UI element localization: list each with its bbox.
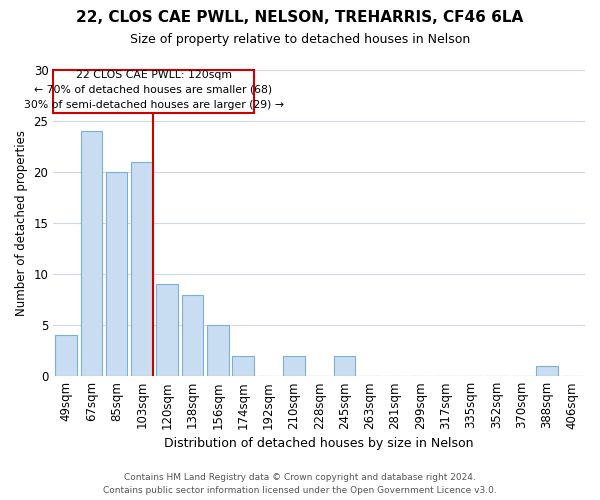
Text: 22 CLOS CAE PWLL: 120sqm
← 70% of detached houses are smaller (68)
30% of semi-d: 22 CLOS CAE PWLL: 120sqm ← 70% of detach… [23,70,284,110]
Bar [232,356,254,376]
Text: Contains HM Land Registry data © Crown copyright and database right 2024.
Contai: Contains HM Land Registry data © Crown c… [103,474,497,495]
Y-axis label: Number of detached properties: Number of detached properties [15,130,28,316]
X-axis label: Distribution of detached houses by size in Nelson: Distribution of detached houses by size … [164,437,474,450]
Bar [283,356,305,376]
Bar [106,172,127,376]
Bar [157,284,178,376]
Bar [53,70,254,113]
Bar [80,131,102,376]
Bar [182,294,203,376]
Text: 22, CLOS CAE PWLL, NELSON, TREHARRIS, CF46 6LA: 22, CLOS CAE PWLL, NELSON, TREHARRIS, CF… [76,10,524,25]
Bar [334,356,355,376]
Bar [536,366,558,376]
Bar [131,162,152,376]
Bar [55,336,77,376]
Bar [207,325,229,376]
Text: Size of property relative to detached houses in Nelson: Size of property relative to detached ho… [130,32,470,46]
